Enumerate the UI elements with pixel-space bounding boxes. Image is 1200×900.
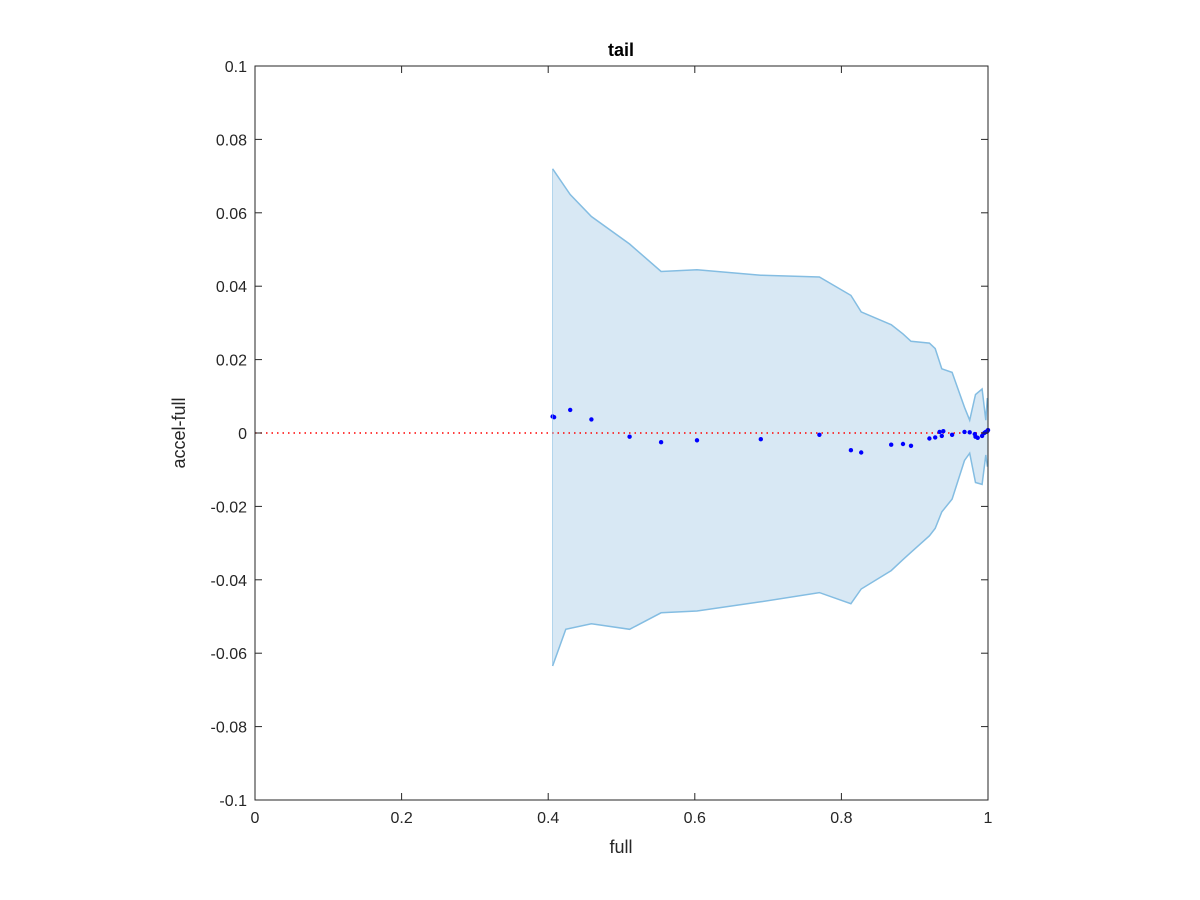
y-tick-label: 0.02	[216, 353, 247, 370]
data-point	[933, 435, 938, 440]
data-point	[900, 441, 906, 447]
x-tick-label: 0.4	[537, 810, 559, 827]
data-point	[627, 434, 632, 439]
x-axis-label: full	[609, 837, 632, 857]
y-tick-label: -0.1	[219, 793, 247, 810]
data-point	[551, 415, 557, 420]
x-tick-label: 0.2	[390, 810, 412, 827]
data-point	[848, 448, 854, 453]
y-tick-label: -0.08	[211, 720, 248, 737]
data-point	[758, 437, 763, 442]
data-point	[962, 429, 967, 435]
data-point	[927, 436, 932, 441]
data-point	[908, 443, 914, 448]
y-tick-label: 0.1	[225, 59, 247, 76]
y-tick-label: 0	[238, 426, 247, 443]
x-tick-label: 0.6	[684, 810, 706, 827]
data-point	[949, 432, 955, 437]
data-point	[941, 429, 946, 434]
x-tick-label: 0	[251, 810, 260, 827]
data-point	[859, 450, 864, 455]
y-tick-label: 0.08	[216, 132, 247, 149]
data-point	[694, 438, 700, 443]
y-tick-label: 0.06	[216, 206, 247, 223]
x-tick-label: 0.8	[830, 810, 852, 827]
x-tick-label: 1	[984, 810, 993, 827]
data-point	[939, 433, 944, 439]
y-axis-label: accel-full	[169, 397, 189, 468]
data-point	[937, 429, 942, 435]
y-tick-label: -0.04	[211, 573, 248, 590]
data-point	[817, 432, 822, 437]
data-point	[658, 440, 664, 445]
chart-title: tail	[608, 40, 634, 60]
y-tick-label: -0.06	[211, 646, 248, 663]
data-point	[568, 407, 573, 413]
band-upper-edge	[551, 168, 989, 423]
x-axis-ticks: 0 0.2 0.4 0.6 0.8 1	[251, 66, 993, 827]
y-tick-label: 0.04	[216, 279, 247, 296]
data-point	[975, 435, 980, 440]
data-point	[967, 430, 972, 435]
data-point	[589, 417, 594, 422]
confidence-band	[552, 168, 988, 667]
data-point	[889, 442, 894, 447]
plot-area	[255, 168, 991, 667]
band-lower-edge	[551, 451, 989, 667]
y-axis-ticks: 0.1 0.08 0.06 0.04 0.02 0 -0.02 -0.04 -0.06 -0.08…	[211, 59, 988, 810]
y-tick-label: -0.02	[211, 499, 248, 516]
